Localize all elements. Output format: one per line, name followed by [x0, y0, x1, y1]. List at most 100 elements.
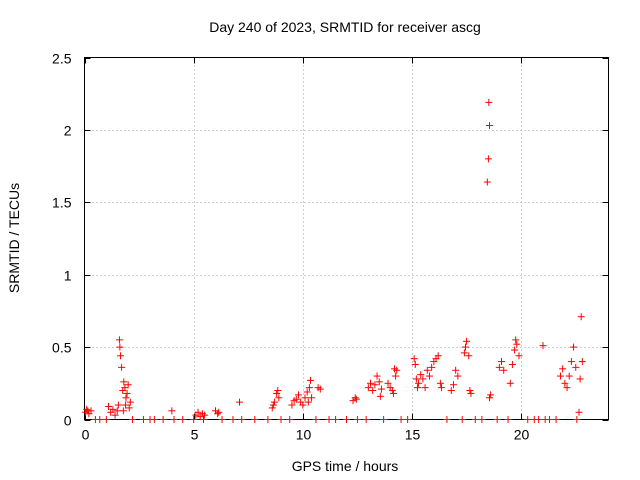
data-point: [286, 416, 294, 423]
data-point: [397, 416, 405, 423]
data-point: [351, 394, 359, 402]
y-axis-label: SRMTID / TECUs: [6, 183, 22, 293]
data-point: [87, 407, 95, 415]
chart-title: Day 240 of 2023, SRMTID for receiver asc…: [209, 19, 481, 35]
data-point: [96, 416, 104, 423]
data-point: [535, 416, 543, 423]
data-point: [126, 398, 134, 406]
data-point: [122, 394, 130, 402]
data-point: [392, 372, 400, 380]
data-point: [123, 389, 131, 397]
data-point: [292, 395, 300, 403]
x-tick-label: 0: [82, 427, 90, 443]
data-point: [388, 387, 396, 395]
data-point: [417, 371, 425, 379]
data-point: [375, 378, 383, 386]
data-point: [412, 375, 420, 383]
data-point: [449, 381, 457, 389]
data-point: [269, 401, 277, 409]
data-point: [443, 416, 451, 423]
data-point: [466, 387, 474, 395]
data-point: [371, 381, 379, 389]
data-point: [305, 384, 313, 392]
data-point: [312, 416, 320, 423]
x-tick-label: 20: [514, 427, 530, 443]
data-point: [124, 381, 132, 389]
data-point: [367, 379, 375, 387]
gridlines: [84, 57, 609, 420]
data-point: [299, 401, 307, 409]
data-point: [486, 122, 494, 130]
data-point: [352, 395, 360, 403]
data-point: [411, 360, 419, 368]
data-point: [504, 416, 512, 423]
data-point: [194, 408, 202, 416]
data-point: [487, 391, 495, 399]
y-tick-label: 0.5: [52, 340, 72, 356]
data-point: [415, 379, 423, 387]
data-point: [114, 401, 122, 409]
data-point: [229, 416, 237, 423]
y-tick-label: 2: [64, 123, 72, 139]
data-point: [380, 416, 388, 423]
data-point: [563, 384, 571, 392]
data-point: [508, 360, 516, 368]
data-point: [570, 343, 578, 351]
data-point: [268, 404, 276, 412]
data-point: [447, 387, 455, 395]
axis-ticks: 0 5 10 15 20 0 0.5 1 1.5 2 2.5: [52, 51, 609, 443]
data-point: [218, 416, 226, 423]
x-tick-label: 5: [191, 427, 199, 443]
data-point: [410, 355, 418, 363]
data-point: [500, 366, 508, 374]
data-point: [467, 389, 475, 397]
data-point: [458, 416, 466, 423]
y-tick-label: 1: [64, 268, 72, 284]
data-point: [325, 416, 333, 423]
data-point: [332, 416, 340, 423]
data-point: [215, 408, 223, 416]
data-point: [190, 416, 198, 423]
data-point: [463, 337, 471, 345]
data-point: [373, 372, 381, 380]
data-point: [251, 416, 259, 423]
data-point: [273, 389, 281, 397]
data-point: [572, 363, 580, 371]
data-point: [578, 358, 586, 366]
data-point: [129, 416, 137, 423]
data-point: [264, 416, 272, 423]
data-point: [565, 372, 573, 380]
data-point: [364, 384, 372, 392]
data-point: [377, 385, 385, 393]
data-point: [434, 352, 442, 360]
data-points: [82, 98, 586, 423]
data-point: [109, 405, 117, 413]
data-point: [277, 416, 285, 423]
data-point: [573, 416, 581, 423]
data-point: [524, 416, 532, 423]
y-tick-label: 1.5: [52, 195, 72, 211]
data-point: [506, 379, 514, 387]
data-point: [119, 407, 127, 415]
data-point: [270, 398, 278, 406]
data-point: [201, 411, 209, 419]
data-point: [238, 416, 246, 423]
data-point: [304, 398, 312, 406]
data-point: [419, 375, 427, 383]
data-point: [274, 387, 282, 395]
data-point: [486, 394, 494, 402]
data-point: [493, 416, 501, 423]
data-point: [179, 416, 187, 423]
data-point: [423, 366, 431, 374]
data-point: [122, 401, 130, 409]
data-point: [546, 416, 554, 423]
x-tick-label: 15: [405, 427, 421, 443]
data-point: [485, 98, 493, 106]
data-point: [561, 379, 569, 387]
y-tick-label: 0: [64, 413, 72, 429]
data-point: [170, 416, 178, 423]
data-point: [115, 336, 123, 344]
data-point: [425, 372, 433, 380]
